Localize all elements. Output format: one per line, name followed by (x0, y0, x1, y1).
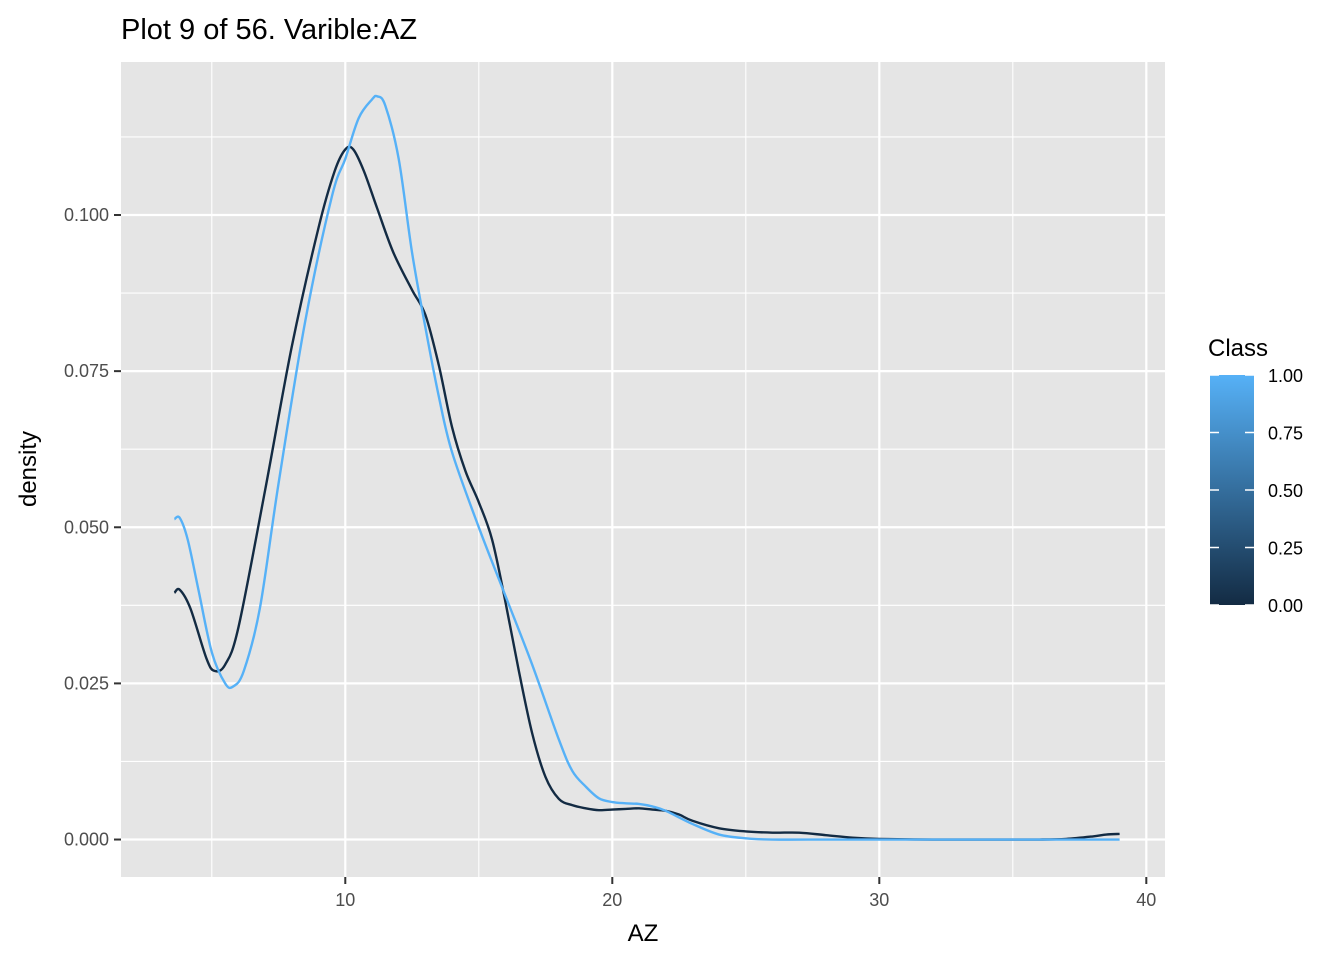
density-line-class-0 (173, 145, 1120, 841)
y-axis: 0.000 0.025 0.050 0.075 0.100 (64, 205, 121, 850)
plot-panel (121, 62, 1165, 877)
colorbar-label: 0.00 (1268, 596, 1303, 616)
density-line-class-1 (173, 94, 1120, 841)
legend-title: Class (1208, 335, 1268, 362)
x-tick-label: 20 (602, 890, 622, 910)
legend: Class 0.00 0.25 0.50 0.75 1.00 (1208, 335, 1303, 616)
x-axis-title: AZ (628, 920, 659, 947)
series-lines (173, 94, 1120, 841)
y-tick-label: 0.000 (64, 830, 109, 850)
y-tick-label: 0.075 (64, 361, 109, 381)
colorbar-label: 0.50 (1268, 481, 1303, 501)
x-tick-label: 40 (1136, 890, 1156, 910)
minor-gridlines (121, 62, 1165, 877)
y-tick-label: 0.100 (64, 205, 109, 225)
x-axis: 10 20 30 40 (335, 877, 1156, 910)
x-tick-label: 10 (335, 890, 355, 910)
colorbar-label: 0.75 (1268, 424, 1303, 444)
y-tick-label: 0.050 (64, 517, 109, 537)
colorbar-label: 0.25 (1268, 539, 1303, 559)
y-axis-title: density (15, 431, 42, 507)
x-tick-label: 30 (869, 890, 889, 910)
colorbar-label: 1.00 (1268, 366, 1303, 386)
y-tick-label: 0.025 (64, 673, 109, 693)
chart-title: Plot 9 of 56. Varible:AZ (121, 14, 417, 46)
legend-ticks: 0.00 0.25 0.50 0.75 1.00 (1210, 366, 1303, 616)
